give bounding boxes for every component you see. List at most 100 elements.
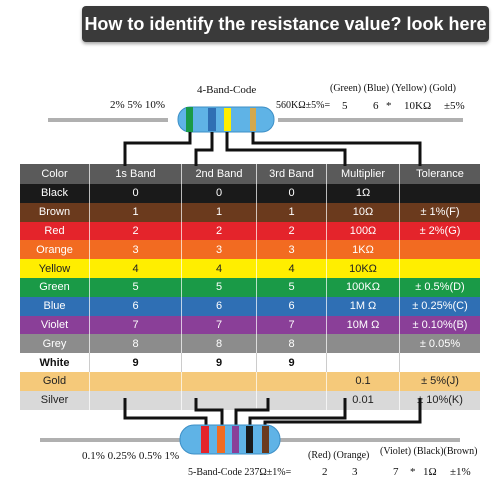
table-row-white: White 9 9 9 bbox=[20, 353, 480, 372]
cell-band2 bbox=[182, 390, 257, 410]
bottom-digit-2: 3 bbox=[352, 466, 358, 478]
cell-band1: 1 bbox=[90, 202, 182, 222]
cell-color: Brown bbox=[20, 202, 90, 222]
table-row-grey: Grey 8 8 8 ± 0.05% bbox=[20, 334, 480, 354]
top-lead-right bbox=[278, 118, 463, 122]
cell-multiplier: 100Ω bbox=[327, 221, 400, 241]
cell-tolerance: ± 5%(J) bbox=[421, 375, 459, 388]
cell-multiplier: 10KΩ bbox=[327, 259, 400, 278]
top-multiplier: 10KΩ bbox=[404, 100, 432, 112]
table-row-blue: Blue 6 6 6 1M Ω ± 0.25%(C) bbox=[20, 296, 480, 316]
cell-band1: 4 bbox=[90, 259, 182, 278]
cell-band3: 4 bbox=[257, 259, 327, 278]
cell-tolerance: ± 0.05% bbox=[419, 337, 461, 350]
title-banner: How to identify the resistance value? lo… bbox=[82, 6, 489, 42]
cell-band2: 0 bbox=[182, 184, 257, 203]
top-tolerance-options: 2% 5% 10% bbox=[110, 99, 165, 111]
cell-tolerance: ± 0.5%(D) bbox=[415, 281, 465, 294]
cell-color: Silver bbox=[20, 390, 90, 410]
cell-tolerance: ± 1%(F) bbox=[420, 206, 460, 219]
cell-band3: 0 bbox=[257, 184, 327, 203]
cell-band1: 9 bbox=[90, 353, 182, 372]
cell-multiplier: 1KΩ bbox=[327, 240, 400, 260]
table-row-brown: Brown 1 1 1 10Ω ± 1%(F) bbox=[20, 202, 480, 222]
bottom-lead-left bbox=[40, 438, 180, 442]
top-value-label: 560KΩ±5%= bbox=[276, 100, 331, 111]
cell-multiplier: 0.01 bbox=[327, 390, 400, 410]
cell-color: Violet bbox=[20, 315, 90, 335]
header-band2: 2nd Band bbox=[182, 164, 257, 184]
cell-color: Gold bbox=[20, 371, 90, 391]
cell-tolerance bbox=[400, 259, 480, 278]
table-row-silver: Silver 0.01 ± 10%(K) bbox=[20, 390, 480, 410]
cell-band3: 2 bbox=[257, 221, 327, 241]
header-band1: 1s Band bbox=[90, 164, 182, 184]
cell-band1 bbox=[90, 390, 182, 410]
cell-band2: 5 bbox=[182, 277, 257, 297]
bottom-tolerance-options: 0.1% 0.25% 0.5% 1% bbox=[82, 450, 180, 462]
cell-band3 bbox=[257, 371, 327, 391]
cell-tolerance bbox=[400, 240, 480, 259]
cell-multiplier: 1M Ω bbox=[327, 296, 400, 316]
cell-tolerance: ± 0.25%(C) bbox=[412, 300, 468, 313]
cell-tolerance: ± 2%(G) bbox=[419, 224, 461, 237]
cell-band3: 6 bbox=[257, 296, 327, 316]
cell-band2 bbox=[182, 371, 257, 391]
cell-color: Green bbox=[20, 277, 90, 297]
bottom-multiplier: 1Ω bbox=[423, 466, 437, 478]
cell-band2: 8 bbox=[182, 334, 257, 354]
cell-band2: 9 bbox=[182, 353, 257, 372]
bottom-band-colors-2: (Violet) (Black)(Brown) bbox=[380, 446, 478, 457]
bottom-digit-3: 7 bbox=[393, 466, 399, 478]
bottom-value-label: 5-Band-Code 237Ω±1%= bbox=[188, 467, 292, 478]
bottom-multiply-sign: * bbox=[410, 466, 416, 478]
top-digit-1: 5 bbox=[342, 100, 348, 112]
table-row-yellow: Yellow 4 4 4 10KΩ bbox=[20, 259, 480, 278]
bottom-digit-1: 2 bbox=[322, 466, 328, 478]
cell-band1: 3 bbox=[90, 240, 182, 260]
bottom-resistor bbox=[179, 424, 281, 455]
top-multiply-sign: * bbox=[386, 100, 392, 112]
cell-band2: 4 bbox=[182, 259, 257, 278]
cell-multiplier: 0.1 bbox=[327, 371, 400, 391]
cell-color: Black bbox=[20, 184, 90, 203]
top-resistor bbox=[177, 106, 275, 133]
cell-band2: 6 bbox=[182, 296, 257, 316]
cell-band1: 7 bbox=[90, 315, 182, 335]
table-header: Color 1s Band 2nd Band 3rd Band Multipli… bbox=[20, 164, 480, 184]
cell-color: White bbox=[20, 353, 90, 372]
cell-band2: 7 bbox=[182, 315, 257, 335]
cell-band1: 6 bbox=[90, 296, 182, 316]
cell-color: Orange bbox=[20, 240, 90, 260]
top-resistor-title: 4-Band-Code bbox=[197, 84, 257, 96]
cell-tolerance: ± 10%(K) bbox=[417, 394, 463, 407]
table-row-red: Red 2 2 2 100Ω ± 2%(G) bbox=[20, 221, 480, 241]
cell-band1: 5 bbox=[90, 277, 182, 297]
cell-multiplier bbox=[327, 334, 400, 354]
header-multiplier: Multiplier bbox=[327, 164, 400, 184]
cell-band3: 5 bbox=[257, 277, 327, 297]
cell-tolerance: ± 0.10%(B) bbox=[412, 318, 468, 331]
cell-band3: 7 bbox=[257, 315, 327, 335]
cell-multiplier: 10Ω bbox=[327, 202, 400, 222]
cell-band2: 3 bbox=[182, 240, 257, 260]
cell-color: Yellow bbox=[20, 259, 90, 278]
bottom-band-colors-1: (Red) (Orange) bbox=[308, 450, 370, 461]
cell-band1: 0 bbox=[90, 184, 182, 203]
cell-band3 bbox=[257, 390, 327, 410]
bottom-tolerance: ±1% bbox=[450, 466, 471, 478]
cell-multiplier: 100KΩ bbox=[327, 277, 400, 297]
cell-multiplier: 10M Ω bbox=[327, 315, 400, 335]
table-row-gold: Gold 0.1 ± 5%(J) bbox=[20, 371, 480, 391]
cell-tolerance bbox=[400, 353, 480, 372]
cell-band1: 2 bbox=[90, 221, 182, 241]
cell-multiplier: 1Ω bbox=[327, 184, 400, 203]
table-row-green: Green 5 5 5 100KΩ ± 0.5%(D) bbox=[20, 277, 480, 297]
cell-multiplier bbox=[327, 353, 400, 372]
table-row-violet: Violet 7 7 7 10M Ω ± 0.10%(B) bbox=[20, 315, 480, 335]
table-row-black: Black 0 0 0 1Ω bbox=[20, 184, 480, 203]
cell-band3: 9 bbox=[257, 353, 327, 372]
top-connectors bbox=[123, 132, 422, 166]
top-digit-2: 6 bbox=[373, 100, 379, 112]
table-row-orange: Orange 3 3 3 1KΩ bbox=[20, 240, 480, 260]
